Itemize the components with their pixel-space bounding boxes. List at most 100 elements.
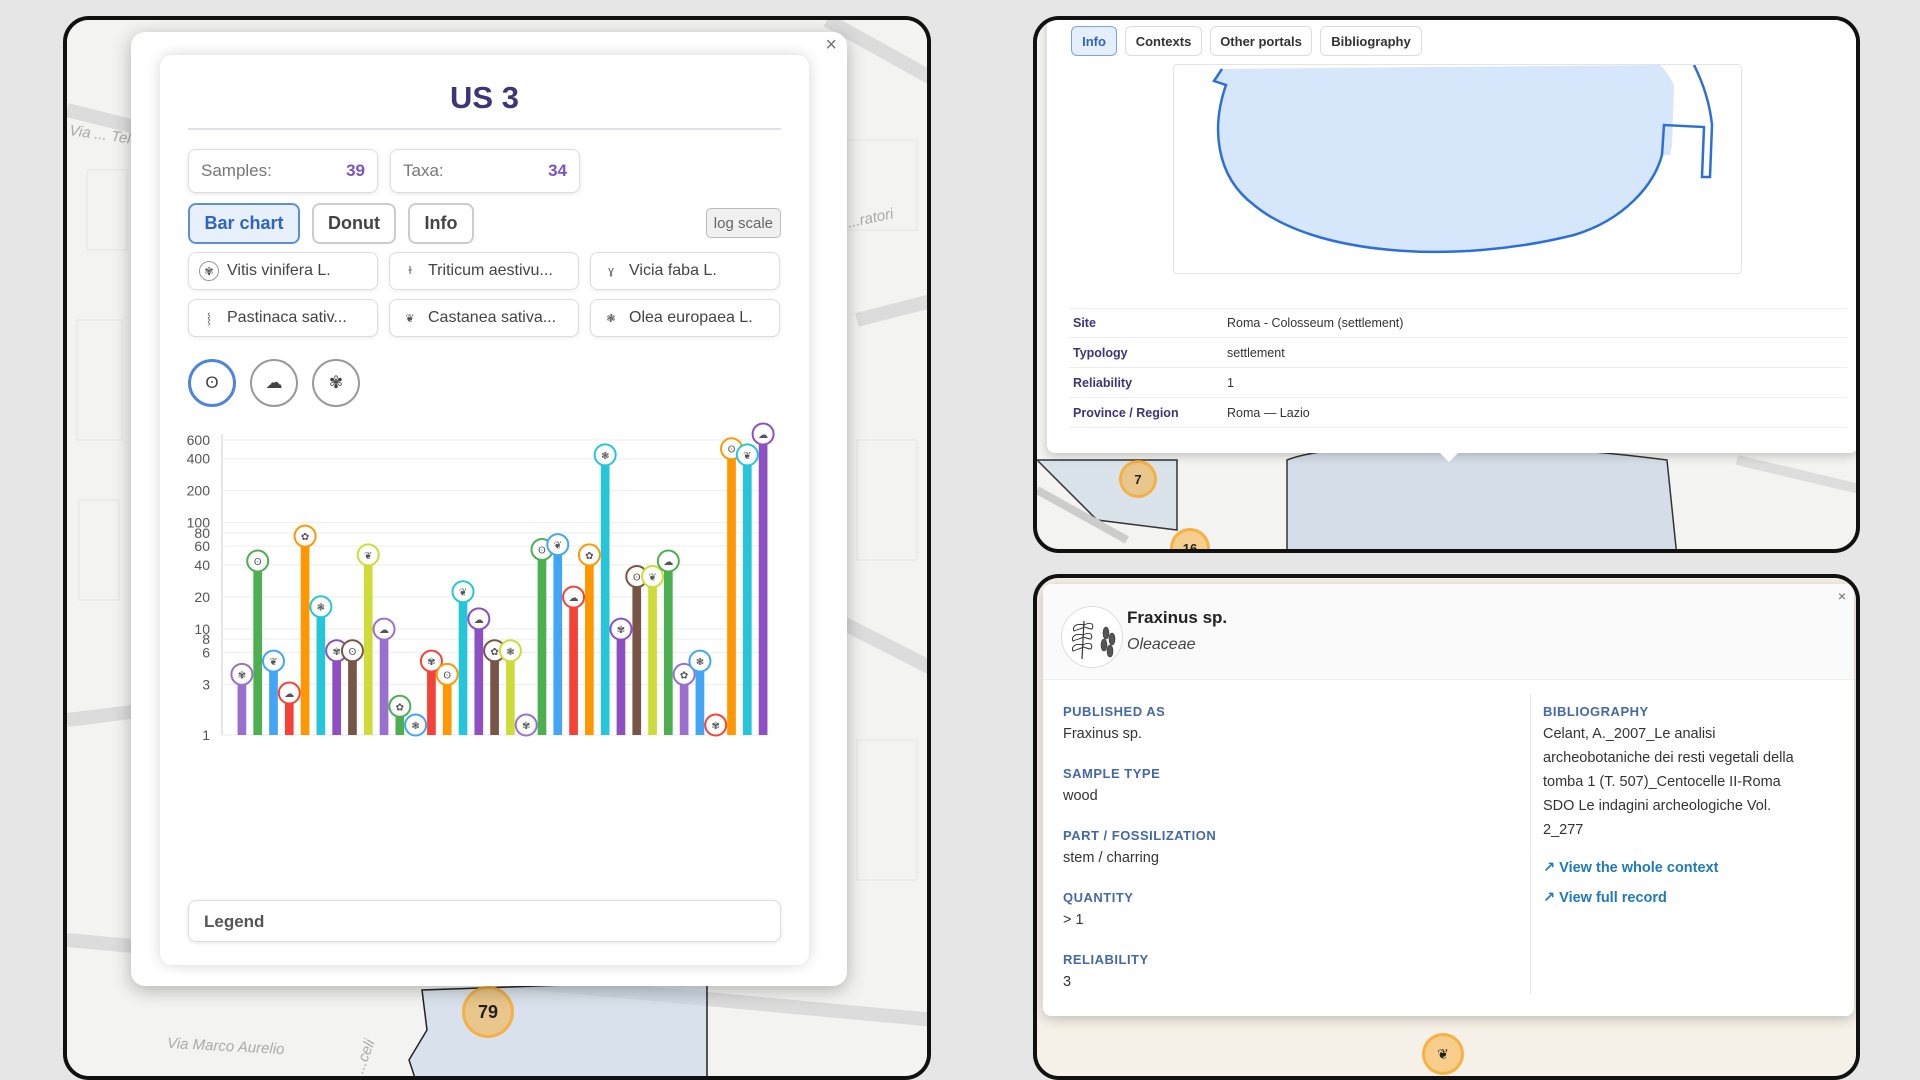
bar-taxon-icon[interactable] <box>419 649 443 673</box>
filter-seed-icon[interactable]: ʘ <box>188 359 236 407</box>
filter-charcoal-icon[interactable]: ☁ <box>250 359 298 407</box>
published-as-value: Fraxinus sp. <box>1063 726 1142 742</box>
published-as-label: PUBLISHED AS <box>1063 704 1166 719</box>
bar[interactable] <box>427 671 436 735</box>
bar-taxon-icon[interactable] <box>498 639 522 663</box>
bar-taxon-icon[interactable] <box>546 533 570 557</box>
bar[interactable] <box>663 571 673 735</box>
bar[interactable] <box>474 628 484 735</box>
bar-taxon-icon[interactable] <box>704 713 728 737</box>
bar-taxon-icon[interactable] <box>404 713 428 737</box>
tab-bibliography[interactable]: Bibliography <box>1320 26 1422 56</box>
map-cluster-marker[interactable]: 7 <box>1119 460 1157 498</box>
tab-contexts[interactable]: Contexts <box>1125 26 1202 56</box>
bar-taxon-icon[interactable] <box>356 543 380 567</box>
bar[interactable] <box>569 607 578 735</box>
info-row-typology: Typology settlement <box>1069 338 1847 368</box>
tab-bar-chart[interactable]: Bar chart <box>188 203 300 244</box>
tab-info[interactable]: Info <box>1071 26 1117 56</box>
bar[interactable] <box>695 671 705 735</box>
close-button[interactable]: × <box>825 34 837 56</box>
tab-info[interactable]: Info <box>408 203 474 244</box>
reliability-value: 3 <box>1063 974 1072 990</box>
bar[interactable] <box>727 458 736 735</box>
bar[interactable] <box>253 571 263 735</box>
bar[interactable] <box>600 464 610 735</box>
bar[interactable] <box>442 684 452 735</box>
view-record-link[interactable]: ↗ View full record <box>1543 890 1667 906</box>
map-cluster-marker[interactable]: 79 <box>462 986 514 1038</box>
taxon-chip[interactable]: ɣ Vicia faba L. <box>590 252 780 290</box>
bar[interactable] <box>648 586 657 735</box>
bar[interactable] <box>632 586 642 735</box>
bar[interactable] <box>679 684 689 735</box>
bar[interactable] <box>348 660 357 735</box>
bar[interactable] <box>506 660 515 735</box>
bar[interactable] <box>379 639 389 735</box>
bar-icon-glyph: ❃ <box>317 603 325 614</box>
bar-taxon-icon[interactable] <box>230 662 254 686</box>
bar[interactable] <box>237 684 247 735</box>
bar[interactable] <box>585 564 594 735</box>
bar[interactable] <box>758 444 768 735</box>
bar[interactable] <box>395 716 405 735</box>
taxon-marker-icon[interactable]: ❦ <box>1422 1033 1464 1075</box>
log-scale-toggle[interactable]: log scale <box>705 208 781 238</box>
bar-taxon-icon[interactable] <box>672 662 696 686</box>
bar-taxon-icon[interactable] <box>688 649 712 673</box>
bar-taxon-icon[interactable] <box>293 524 317 548</box>
bar-taxon-icon[interactable] <box>656 549 680 573</box>
leaf-illustration <box>1072 620 1116 660</box>
bar-taxon-icon[interactable] <box>593 443 617 467</box>
bar-taxon-icon[interactable] <box>751 422 775 446</box>
bar[interactable] <box>269 671 278 735</box>
view-context-link[interactable]: ↗ View the whole context <box>1543 860 1719 876</box>
bar[interactable] <box>616 639 626 735</box>
taxon-chip[interactable]: ✾ Vitis vinifera L. <box>188 252 378 290</box>
bar-taxon-icon[interactable] <box>261 649 285 673</box>
bar[interactable] <box>363 564 373 735</box>
bar[interactable] <box>284 703 294 735</box>
bar[interactable] <box>316 616 326 735</box>
tab-other-portals[interactable]: Other portals <box>1210 26 1312 56</box>
bar-taxon-icon[interactable] <box>562 585 586 609</box>
y-tick-label: 3 <box>202 676 210 692</box>
taxon-chip[interactable]: ⸾ Pastinaca sativ... <box>188 299 378 337</box>
close-button[interactable]: × <box>1837 588 1846 604</box>
bar[interactable] <box>553 554 563 735</box>
bar-taxon-icon[interactable] <box>435 662 459 686</box>
bar-taxon-icon[interactable] <box>577 543 601 567</box>
bar[interactable] <box>490 660 499 735</box>
bar[interactable] <box>537 559 547 735</box>
taxon-chip[interactable]: ɫ Triticum aestivu... <box>389 252 579 290</box>
bar-taxon-icon[interactable] <box>641 565 665 589</box>
tab-donut[interactable]: Donut <box>312 203 396 244</box>
bar-taxon-icon[interactable] <box>467 607 491 631</box>
bar-icon-glyph: ❃ <box>696 657 704 668</box>
taxon-chip[interactable]: ❃ Olea europaea L. <box>590 299 780 337</box>
bar-taxon-icon[interactable] <box>340 639 364 663</box>
bar-icon-glyph: ʘ <box>254 557 262 568</box>
bar-taxon-icon[interactable] <box>277 681 301 705</box>
bar[interactable] <box>332 660 342 735</box>
y-tick-label: 40 <box>194 557 210 573</box>
bar-taxon-icon[interactable] <box>735 443 759 467</box>
bar[interactable] <box>742 464 752 735</box>
bar[interactable] <box>458 601 468 735</box>
popup-title: US 3 <box>450 80 519 115</box>
bar-taxon-icon[interactable] <box>388 694 412 718</box>
bar[interactable] <box>300 546 310 735</box>
bar-taxon-icon[interactable] <box>372 617 396 641</box>
legend-toggle[interactable]: Legend <box>188 900 781 942</box>
filter-plant-icon[interactable]: ✾ <box>312 359 360 407</box>
bar-taxon-icon[interactable] <box>514 713 538 737</box>
bar-taxon-icon[interactable] <box>451 580 475 604</box>
bar-icon-glyph: ✾ <box>522 721 530 732</box>
bar-taxon-icon[interactable] <box>309 595 333 619</box>
site-outline-map[interactable] <box>1173 64 1742 274</box>
taxon-chip[interactable]: ❦ Castanea sativa... <box>389 299 579 337</box>
bar-taxon-icon[interactable] <box>609 617 633 641</box>
bar-taxon-icon[interactable] <box>246 549 270 573</box>
bar-icon-glyph: ❃ <box>601 451 609 462</box>
